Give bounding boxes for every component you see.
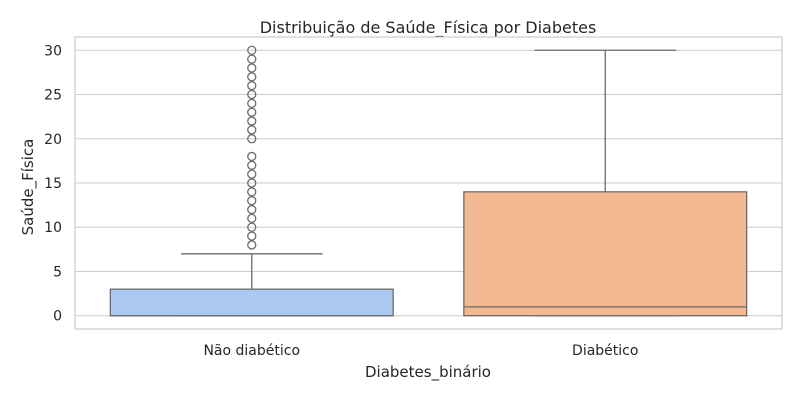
y-axis-ticks: 0 5 10 15 20 25 30: [44, 43, 62, 324]
x-tick-label: Diabético: [572, 343, 638, 359]
outlier-point: [247, 116, 257, 126]
outlier-point: [247, 178, 257, 188]
chart-title: Distribuição de Saúde_Física por Diabete…: [260, 18, 597, 38]
box-plot-area: [109, 45, 748, 317]
x-tick-label: Não diabético: [203, 343, 300, 359]
x-axis-ticks: Não diabético Diabético: [203, 343, 638, 359]
grid-lines: [75, 49, 782, 317]
outlier-point: [247, 134, 257, 144]
outlier-point: [247, 63, 257, 73]
outlier-point: [247, 213, 257, 224]
y-tick-label: 10: [44, 220, 62, 236]
outlier-point: [247, 98, 257, 109]
y-tick-label: 0: [53, 309, 62, 325]
outlier-point: [247, 89, 257, 100]
outlier-point: [247, 125, 257, 135]
y-tick-label: 5: [53, 264, 62, 280]
outlier-point: [247, 222, 257, 232]
outlier-point: [247, 45, 257, 55]
outlier-point: [247, 196, 257, 206]
outlier-point: [247, 240, 257, 250]
outlier-point: [247, 72, 257, 82]
x-axis-label: Diabetes_binário: [365, 363, 491, 382]
outlier-point: [247, 151, 257, 162]
outlier-point: [247, 160, 257, 170]
y-tick-label: 20: [44, 132, 62, 148]
box: [463, 191, 748, 317]
outlier-point: [247, 231, 257, 241]
outlier-point: [247, 169, 257, 179]
y-tick-label: 15: [44, 176, 62, 192]
plot-frame: [74, 36, 783, 330]
outlier-point: [247, 187, 257, 197]
y-axis-label: Saúde_Física: [19, 139, 38, 236]
outlier-point: [247, 81, 257, 91]
box: [109, 288, 394, 317]
outlier-point: [247, 204, 257, 215]
outlier-point: [247, 107, 257, 117]
outlier-point: [247, 54, 257, 64]
y-tick-label: 30: [44, 43, 62, 59]
y-tick-label: 25: [44, 88, 62, 104]
